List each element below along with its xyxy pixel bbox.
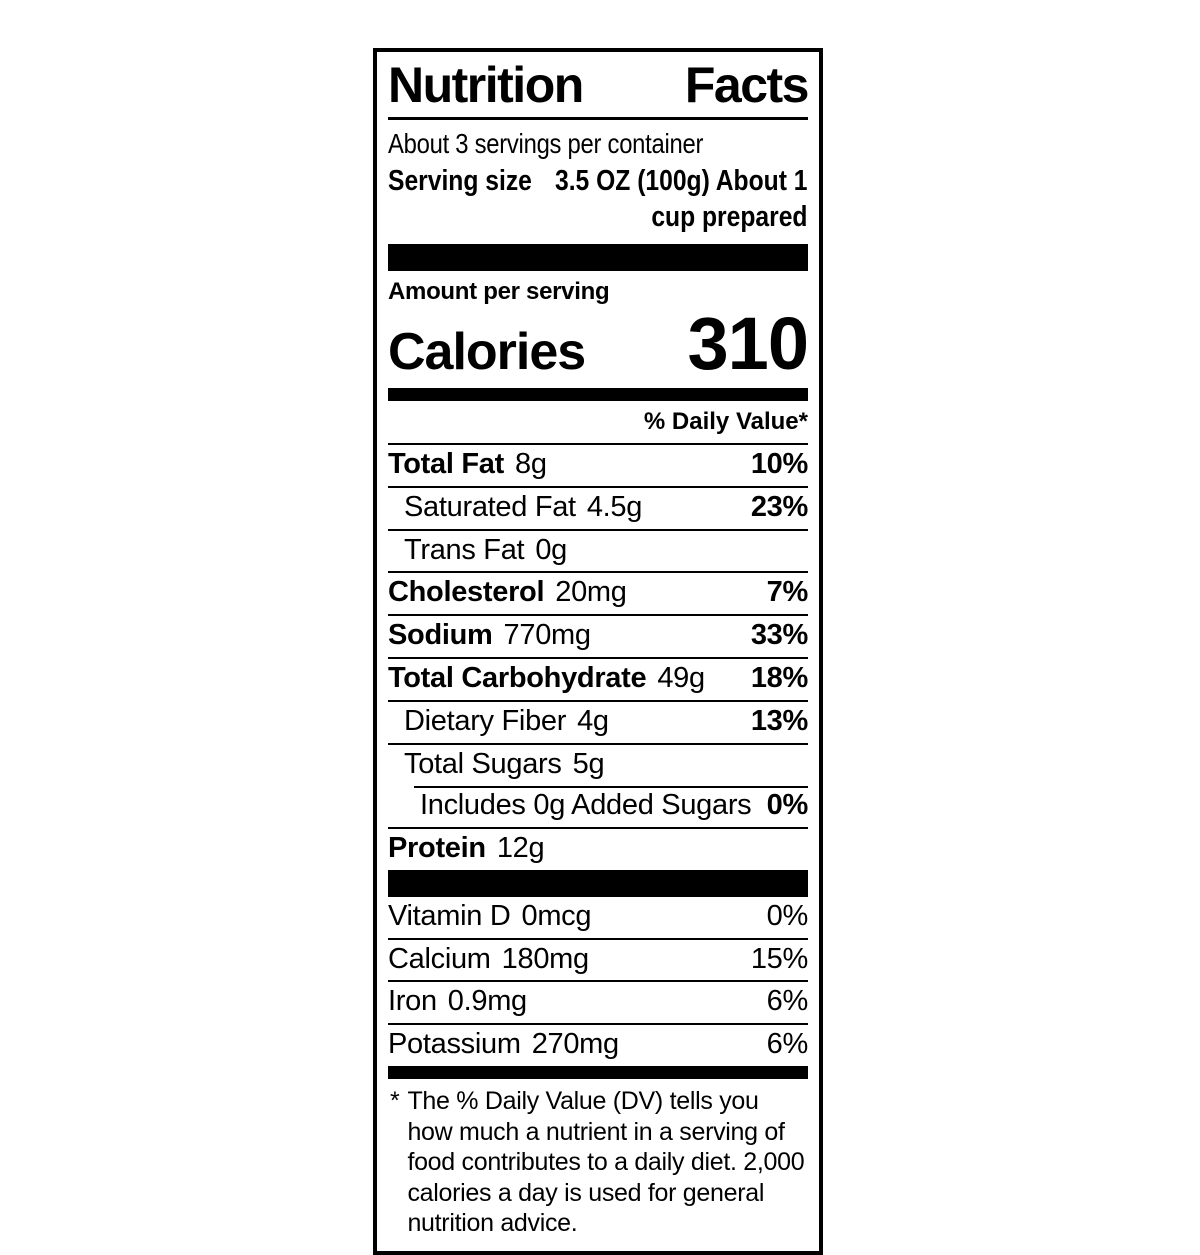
nutrient-name-amount: Saturated Fat 4.5g [404, 490, 643, 523]
vitamin-name-amount: Potassium 270mg [388, 1028, 619, 1061]
nutrient-name-amount: Total Fat 8g [388, 447, 547, 480]
nutrient-row-saturated-fat: Saturated Fat 4.5g 23% [388, 485, 808, 529]
nutrition-facts-label: Nutrition Facts About 3 servings per con… [373, 48, 823, 1255]
nutrient-row-dietary-fiber: Dietary Fiber 4g 13% [388, 700, 808, 743]
serving-size-value-line2: cup prepared [651, 200, 808, 233]
separator-bar-footnote [388, 1066, 808, 1080]
vitamin-row-iron: Iron 0.9mg 6% [388, 980, 808, 1023]
nutrient-row-total-fat: Total Fat 8g 10% [388, 445, 808, 486]
serving-size-value: 3.5 OZ (100g) About 1 cup prepared [555, 163, 807, 236]
nutrient-dv: 10% [750, 447, 808, 480]
nutrient-row-trans-fat: Trans Fat 0g [388, 528, 808, 572]
nutrient-name-amount: Total Carbohydrate 49g [388, 662, 705, 695]
vitamin-dv: 6% [766, 1028, 809, 1061]
nutrient-row-added-sugars: Includes 0g Added Sugars 0% [388, 785, 809, 827]
servings-per-container: About 3 servings per container [388, 128, 704, 159]
label-title: Nutrition Facts [388, 52, 810, 120]
nutrient-dv: 33% [750, 619, 808, 652]
nutrient-rows: Total Fat 8g 10% Saturated Fat 4.5g 23% Tr… [388, 445, 808, 870]
amount-per-serving: Amount per serving [388, 278, 610, 306]
serving-size-label: Serving size [388, 164, 532, 197]
vitamin-dv: 15% [750, 942, 808, 975]
nutrient-name-amount: Dietary Fiber 4g [404, 705, 609, 738]
title-word-facts: Facts [684, 57, 810, 113]
vitamin-name-amount: Iron 0.9mg [388, 985, 527, 1018]
nutrient-dv: 23% [750, 490, 808, 523]
nutrient-name-amount: Cholesterol 20mg [388, 576, 627, 609]
serving-size-row: Serving size 3.5 OZ (100g) About 1 cup p… [388, 161, 807, 245]
vitamin-rows: Vitamin D 0mcg 0% Calcium 180mg 15% Iron 0.… [388, 897, 808, 1067]
nutrient-row-sodium: Sodium 770mg 33% [388, 614, 808, 657]
vitamin-name-amount: Vitamin D 0mcg [388, 899, 592, 932]
nutrient-dv: 13% [750, 705, 808, 738]
daily-value-header: % Daily Value* [388, 401, 808, 445]
nutrient-dv: 18% [750, 662, 808, 695]
vitamin-row-vitamin-d: Vitamin D 0mcg 0% [388, 897, 808, 938]
vitamin-row-potassium: Potassium 270mg 6% [388, 1023, 808, 1066]
nutrient-dv: 0% [766, 788, 809, 821]
footnote-text: The % Daily Value (DV) tells you how muc… [407, 1087, 805, 1238]
nutrient-name-amount: Protein 12g [388, 831, 545, 864]
separator-bar-thick-vitamins [388, 869, 808, 897]
serving-size-value-line1: 3.5 OZ (100g) About 1 [554, 164, 808, 197]
vitamin-row-calcium: Calcium 180mg 15% [388, 937, 808, 981]
calories-value: 310 [687, 302, 809, 386]
nutrient-name-amount: Includes 0g Added Sugars [420, 788, 752, 821]
page-background: Nutrition Facts About 3 servings per con… [373, 48, 823, 1255]
separator-bar-medium [388, 387, 808, 401]
calories-label: Calories [388, 323, 586, 382]
nutrient-name-amount: Total Sugars 5g [404, 748, 605, 781]
daily-value-footnote: * The % Daily Value (DV) tells you how m… [388, 1079, 808, 1249]
vitamin-dv: 0% [766, 899, 809, 932]
nutrient-row-total-sugars: Total Sugars 5g [388, 743, 808, 786]
calories-row: Calories 310 [388, 302, 809, 387]
nutrient-name-amount: Trans Fat 0g [404, 533, 567, 566]
vitamin-dv: 6% [766, 985, 809, 1018]
nutrient-name-amount: Sodium 770mg [388, 619, 591, 652]
nutrient-row-cholesterol: Cholesterol 20mg 7% [388, 571, 808, 614]
footnote-asterisk: * [390, 1087, 400, 1116]
separator-bar-thick-top [388, 244, 808, 272]
nutrient-row-protein: Protein 12g [388, 826, 808, 870]
nutrient-dv: 7% [766, 576, 809, 609]
nutrient-row-total-carbohydrate: Total Carbohydrate 49g 18% [388, 657, 808, 700]
title-word-nutrition: Nutrition [388, 57, 584, 113]
vitamin-name-amount: Calcium 180mg [388, 942, 589, 975]
